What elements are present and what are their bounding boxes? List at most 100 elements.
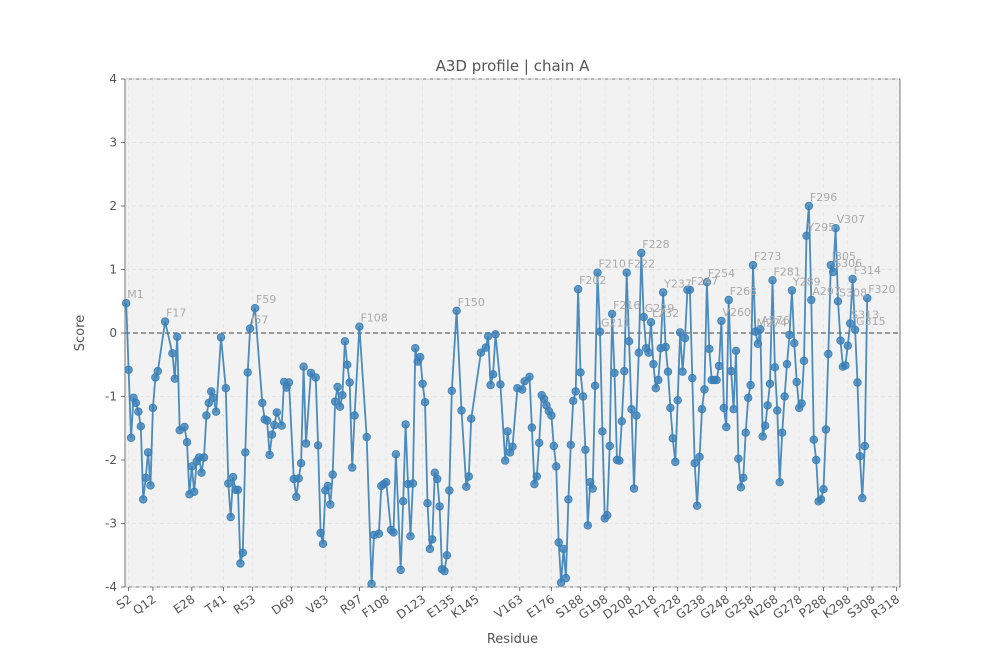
x-tick-label: F108 — [359, 592, 391, 621]
data-point — [770, 363, 780, 372]
data-point — [367, 579, 376, 588]
data-point — [695, 452, 704, 461]
x-tick-label: D123 — [394, 592, 428, 622]
data-point — [462, 482, 471, 491]
data-point — [141, 473, 150, 482]
residue-annotation: F228 — [642, 238, 669, 251]
data-point — [199, 453, 209, 462]
data-point — [442, 551, 452, 560]
residue-annotation: F314 — [854, 264, 881, 277]
data-point — [809, 435, 818, 444]
residue-annotation: G315 — [856, 315, 886, 328]
data-point — [136, 422, 145, 431]
data-point — [236, 559, 245, 568]
data-point — [316, 528, 325, 538]
data-point — [549, 441, 558, 451]
data-point — [595, 327, 605, 336]
data-point — [705, 344, 714, 354]
data-point — [187, 462, 196, 471]
data-point — [170, 374, 179, 383]
data-point — [573, 285, 583, 294]
data-point — [124, 365, 133, 374]
data-point — [265, 450, 274, 460]
x-tick-label: R53 — [231, 592, 258, 617]
data-point — [323, 481, 333, 491]
data-point — [748, 260, 758, 270]
data-point — [143, 448, 153, 457]
y-tick-label: 3 — [109, 136, 117, 150]
data-point — [362, 432, 371, 442]
data-point — [335, 402, 345, 411]
data-point — [355, 322, 364, 331]
data-point — [593, 268, 602, 277]
data-point — [202, 411, 211, 420]
data-point — [746, 380, 755, 390]
data-point — [819, 485, 828, 494]
data-point — [841, 361, 850, 370]
data-point — [773, 406, 782, 415]
data-point — [284, 378, 294, 387]
data-point — [374, 529, 384, 538]
data-point — [668, 434, 677, 443]
residue-annotation: V307 — [837, 213, 866, 226]
data-point — [340, 337, 350, 346]
data-point — [782, 359, 792, 369]
data-point — [476, 348, 486, 357]
data-point — [639, 312, 648, 322]
data-point — [812, 455, 821, 465]
data-point — [418, 379, 427, 388]
data-point — [401, 420, 410, 429]
data-point — [527, 423, 537, 432]
x-tick-label: E176 — [524, 592, 557, 621]
data-point — [296, 459, 306, 468]
data-point — [807, 295, 816, 305]
y-tick-label: -4 — [105, 580, 117, 594]
chart-title: A3D profile | chain A — [436, 57, 590, 75]
data-point — [530, 479, 539, 489]
data-point — [216, 333, 226, 342]
data-point — [126, 433, 136, 442]
data-point — [850, 325, 860, 334]
data-point — [778, 428, 787, 437]
data-point — [250, 304, 260, 313]
residue-annotation: G211 — [601, 317, 631, 330]
data-point — [824, 349, 833, 359]
data-point — [447, 386, 456, 395]
residue-annotation: M274 — [756, 317, 787, 330]
data-point — [423, 499, 432, 508]
data-point — [221, 384, 230, 393]
y-tick-label: 1 — [109, 263, 117, 277]
data-point — [301, 439, 311, 448]
data-point — [518, 385, 527, 394]
data-point — [637, 248, 646, 258]
data-point — [452, 306, 461, 315]
data-point — [622, 268, 631, 277]
residue-annotation: F247 — [691, 275, 718, 288]
data-point — [566, 440, 575, 449]
data-point — [182, 438, 192, 447]
data-point — [238, 548, 247, 557]
data-point — [464, 472, 473, 481]
data-point — [270, 420, 279, 430]
data-point — [790, 339, 799, 348]
data-point — [634, 348, 643, 357]
x-tick-label: T41 — [202, 592, 229, 617]
data-point — [578, 392, 588, 401]
residue-annotation: F296 — [810, 191, 837, 204]
residue-annotation: F202 — [579, 274, 606, 287]
data-point — [488, 370, 498, 379]
data-point — [804, 201, 814, 211]
data-point — [590, 381, 600, 390]
residue-annotation: F273 — [754, 250, 781, 263]
data-point — [632, 411, 641, 420]
data-point — [399, 497, 408, 506]
data-point — [554, 538, 563, 547]
x-tick-label: E28 — [171, 592, 198, 617]
data-point — [148, 403, 158, 413]
data-point — [702, 278, 712, 287]
data-point — [561, 573, 571, 583]
data-point — [204, 398, 213, 408]
x-tick-label: V83 — [304, 592, 331, 617]
data-point — [559, 544, 568, 554]
